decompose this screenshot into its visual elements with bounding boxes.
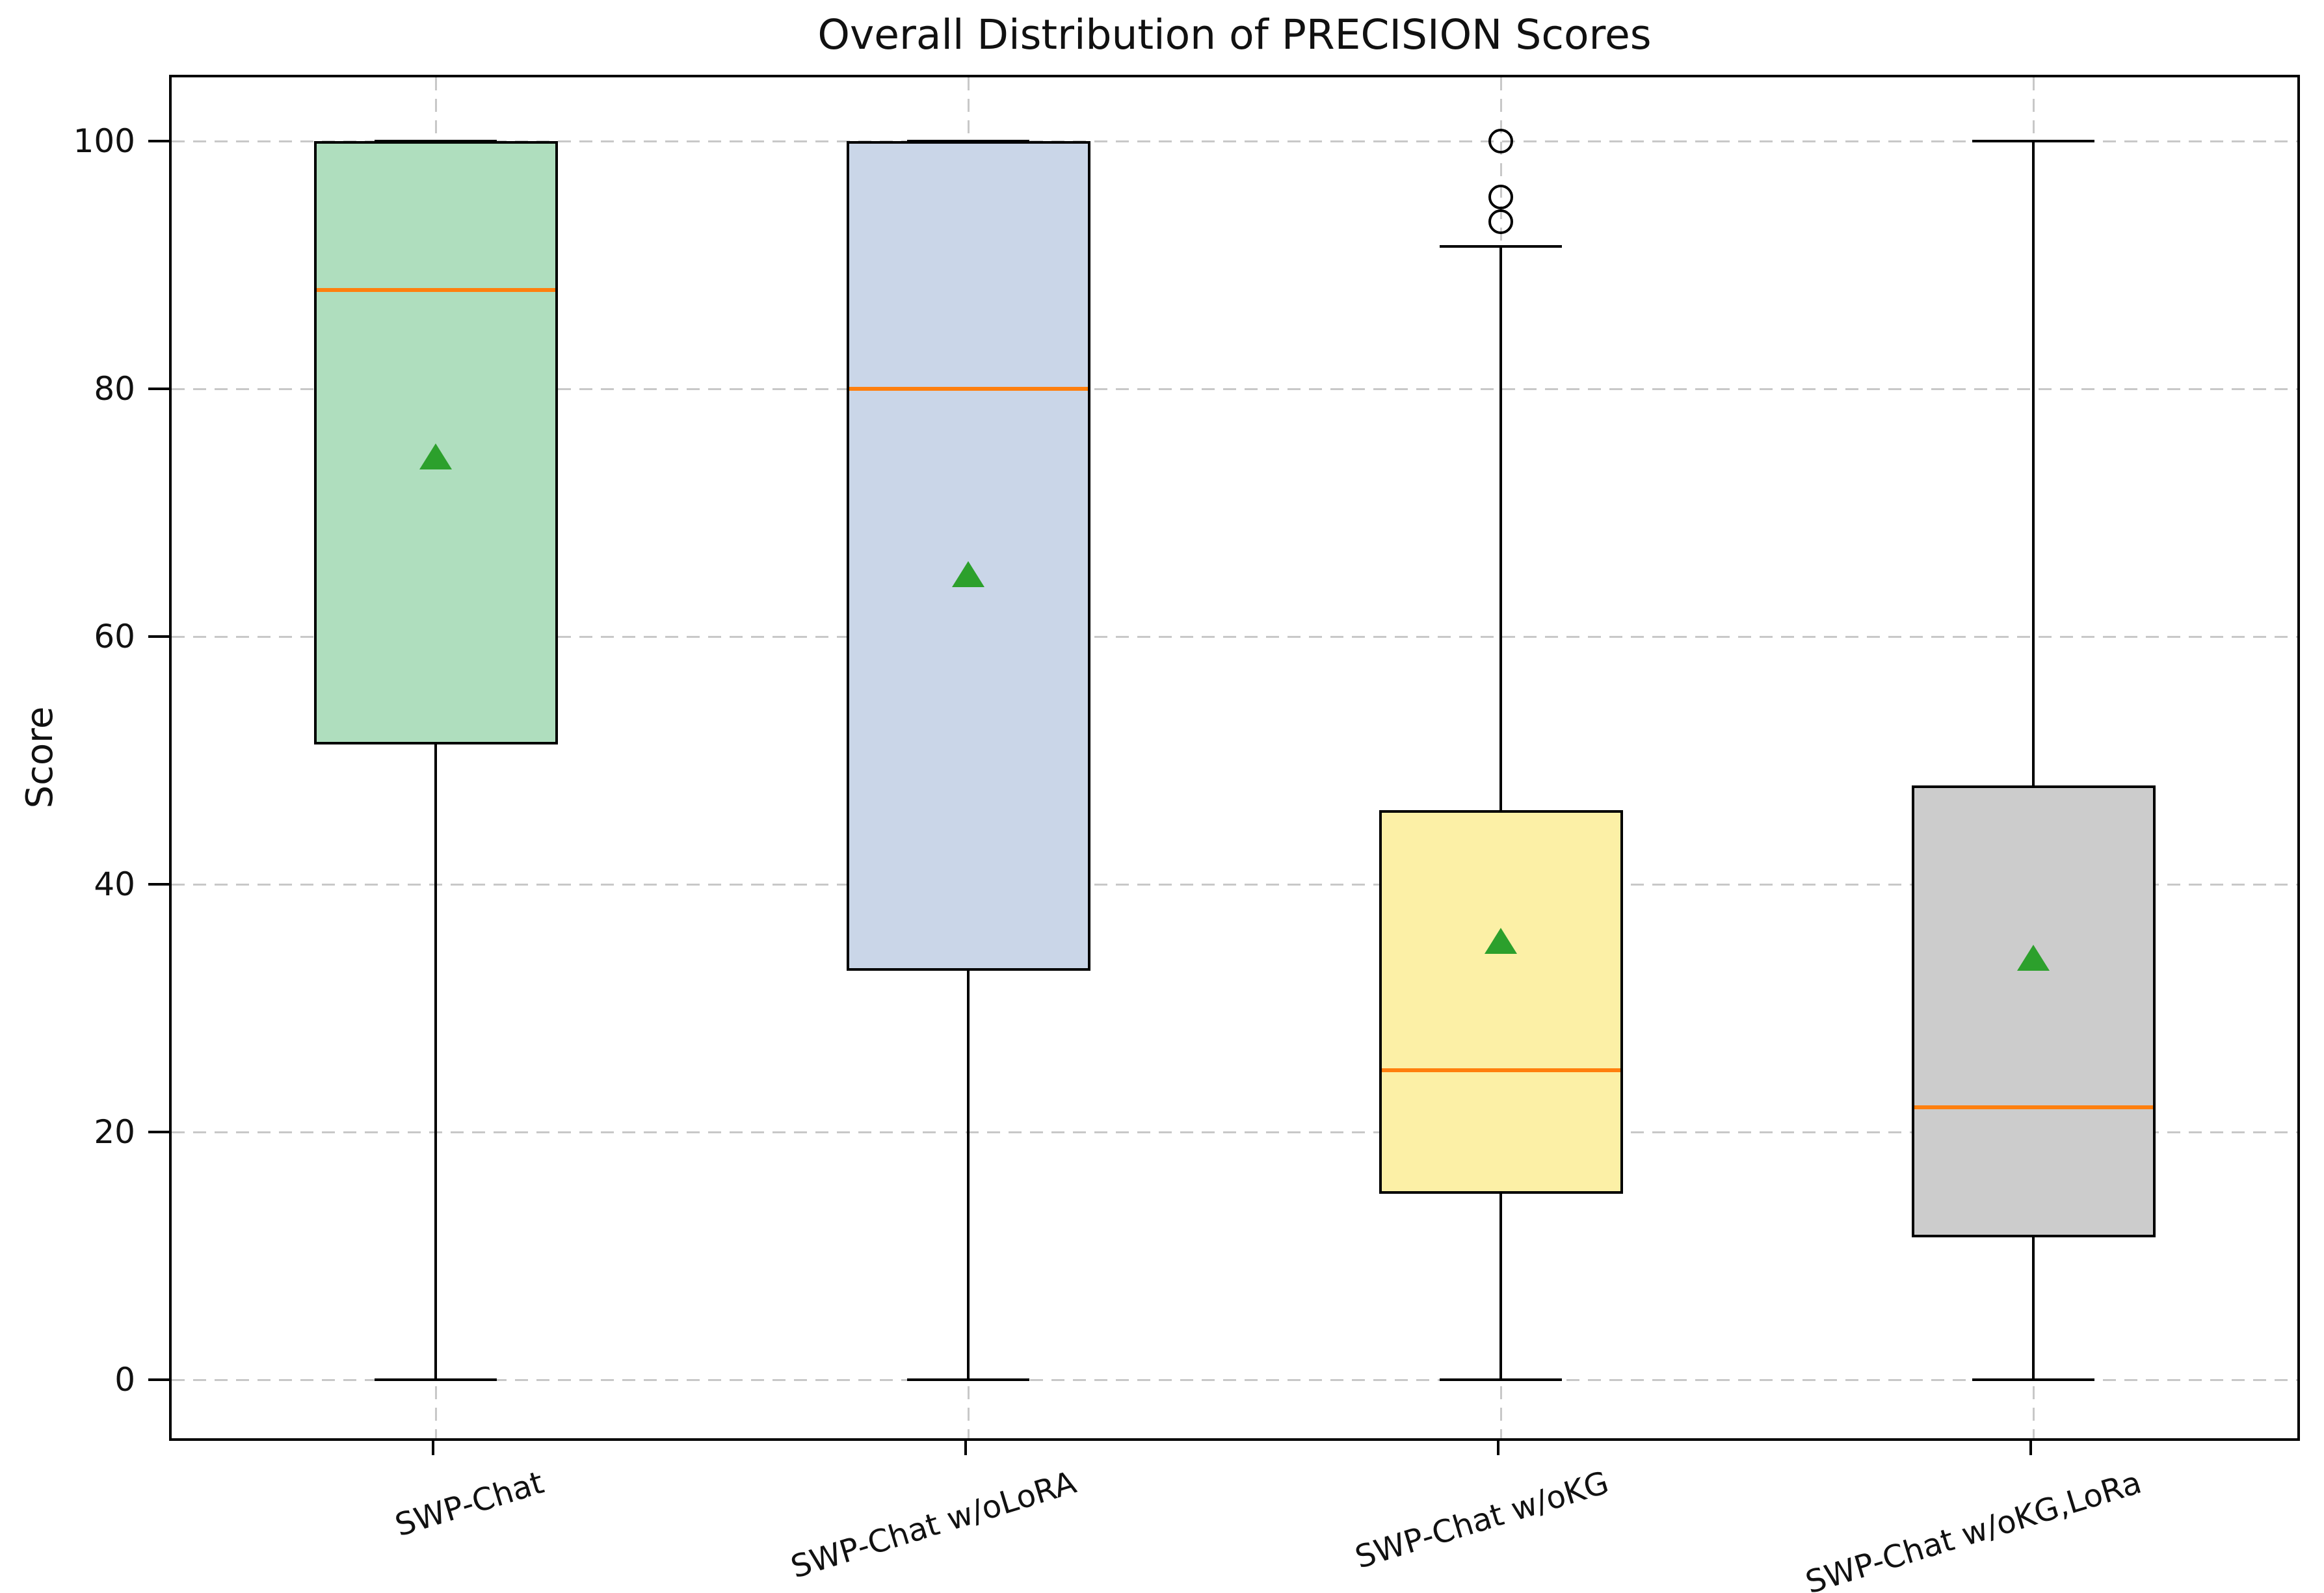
gridline-h-100 [172,140,2297,142]
whisker-cap-low [1440,1378,1562,1381]
y-tick-80 [148,388,169,390]
y-tick-label-text: 100 [73,122,135,160]
whisker-upper [1499,246,1502,810]
y-tick-label-text: 60 [94,618,135,655]
x-tick-3 [1497,1441,1499,1455]
chart-title: Overall Distribution of PRECISION Scores [817,11,1652,59]
mean-marker [419,443,452,469]
box-4 [1911,785,2156,1237]
box-2 [846,141,1090,971]
x-tick-label-text: SWP-Chat w/oLoRA [787,1464,1081,1586]
y-tick-60 [148,635,169,638]
y-tick-0 [148,1378,169,1381]
outlier-point [1488,129,1513,153]
whisker-lower [1499,1194,1502,1380]
whisker-cap-low [907,1378,1029,1381]
mean-marker [952,560,984,587]
y-tick-20 [148,1131,169,1133]
outlier-point [1488,184,1513,209]
whisker-lower [967,971,970,1380]
box-1 [313,141,558,744]
y-tick-100 [148,140,169,142]
whisker-cap-low [375,1378,497,1381]
x-tick-label-text: SWP-Chat [390,1464,548,1544]
x-tick-4 [2029,1441,2032,1455]
y-tick-label-text: 40 [94,865,135,903]
outlier-point [1488,209,1513,234]
whisker-upper [2032,141,2035,785]
median-line [1914,1105,2153,1109]
whisker-cap-high [1440,244,1562,248]
plot-area [169,75,2300,1441]
y-tick-label-text: 0 [114,1361,135,1399]
mean-marker [2017,945,2050,971]
x-tick-2 [964,1441,967,1455]
x-tick-label-text: SWP-Chat w/oKG,LoRa [1801,1464,2146,1593]
whisker-lower [434,744,437,1380]
y-tick-40 [148,883,169,886]
median-line [316,287,555,292]
y-axis-label: Score [19,706,61,809]
mean-marker [1485,927,1517,954]
median-line [849,387,1088,391]
whisker-lower [2032,1237,2035,1380]
median-line [1381,1068,1620,1072]
gridline-h-60 [172,636,2297,638]
y-tick-label-text: 20 [94,1113,135,1151]
gridline-h-40 [172,884,2297,886]
x-tick-label-text: SWP-Chat w/oKG [1351,1464,1613,1576]
x-tick-1 [432,1441,434,1455]
box-3 [1379,810,1623,1194]
gridline-h-0 [172,1379,2297,1381]
gridline-h-80 [172,388,2297,390]
gridline-h-20 [172,1131,2297,1133]
whisker-cap-high [1972,140,2094,142]
y-tick-label-text: 80 [94,370,135,408]
whisker-cap-low [1972,1378,2094,1381]
